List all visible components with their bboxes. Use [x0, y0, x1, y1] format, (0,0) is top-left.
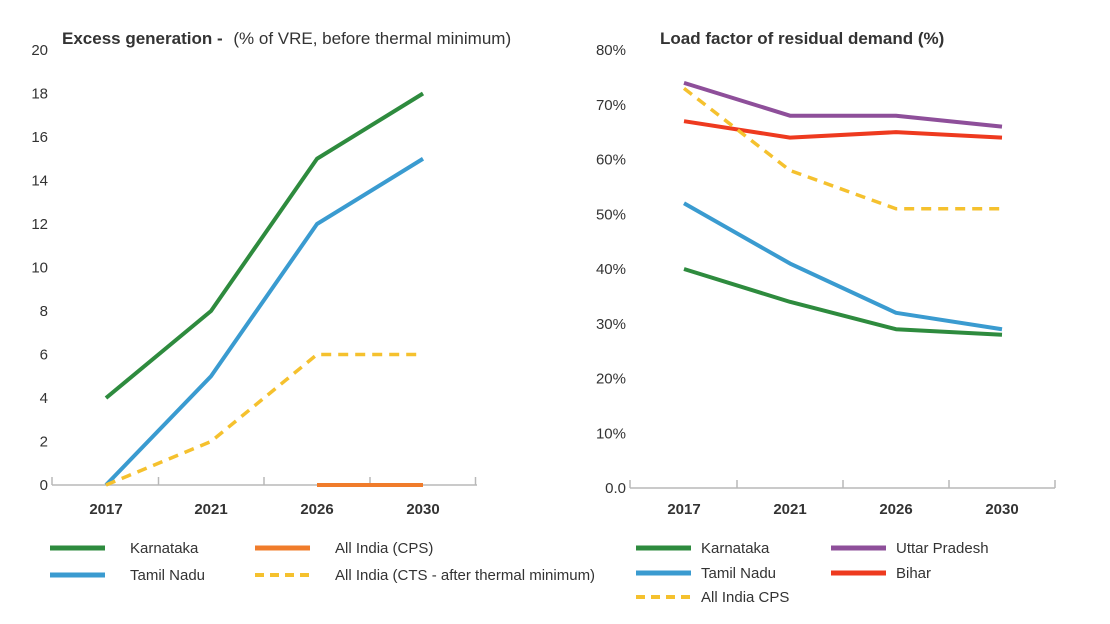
right-series-line-bihar — [683, 119, 1003, 140]
right-x-tick-label: 2021 — [773, 501, 806, 518]
left-y-tick-label: 14 — [31, 173, 48, 190]
right-x-tick-label: 2017 — [667, 501, 700, 518]
right-y-tick-label: 30% — [596, 316, 626, 333]
left-y-tick-label: 10 — [31, 260, 48, 277]
right-x-tick-label: 2030 — [985, 501, 1018, 518]
left-legend-label: Karnataka — [130, 540, 199, 557]
right-x-tick-label: 2026 — [879, 501, 912, 518]
left-y-tick-label: 18 — [31, 86, 48, 103]
right-y-tick-label: 50% — [596, 206, 626, 223]
right-chart-plot: 0.0 10% 20% 30% 40% 50% 60% 70% 80% 2017 2021 2026 2… — [596, 42, 1056, 518]
left-y-tick-label: 20 — [31, 42, 48, 59]
right-series-line-uttar-pradesh — [683, 80, 1003, 129]
svg-text:Excess generation - (% o: Excess generation - (% of VRE, before th… — [62, 29, 511, 48]
left-chart-subtitle: (% of VRE, before thermal minimum) — [233, 29, 511, 48]
right-legend-label: Karnataka — [701, 540, 770, 557]
right-y-tick-label: 40% — [596, 261, 626, 278]
left-y-tick-label: 4 — [40, 390, 48, 407]
left-x-tick-label: 2026 — [300, 501, 333, 518]
left-chart-plot: 0 2 4 6 8 10 12 14 16 18 20 2017 2021 2026 2030 — [31, 42, 477, 518]
left-legend-label: Tamil Nadu — [130, 567, 205, 584]
right-legend-label: Uttar Pradesh — [896, 540, 989, 557]
right-legend-label: Tamil Nadu — [701, 565, 776, 582]
right-chart-title: Load factor of residual demand (%) — [660, 29, 944, 48]
right-series-line-all-india-cps — [682, 86, 1002, 211]
left-chart-legend: Karnataka Tamil Nadu All India (CPS) All In… — [50, 540, 595, 584]
right-y-tick-label: 0.0 — [605, 480, 626, 497]
right-y-tick-label: 70% — [596, 97, 626, 114]
right-series-line-karnataka — [683, 267, 1003, 337]
right-series-line-tamil-nadu — [683, 201, 1003, 332]
left-y-tick-label: 8 — [40, 303, 48, 320]
right-legend-label: All India CPS — [701, 589, 789, 606]
left-y-tick-label: 12 — [31, 216, 48, 233]
left-y-tick-label: 16 — [31, 129, 48, 146]
right-legend-label: Bihar — [896, 565, 931, 582]
right-y-tick-label: 20% — [596, 371, 626, 388]
left-y-tick-label: 6 — [40, 347, 48, 364]
left-y-tick-label: 2 — [40, 434, 48, 451]
left-legend-label: All India (CPS) — [335, 540, 433, 557]
left-legend-label: All India (CTS - after thermal minimum) — [335, 567, 595, 584]
right-y-tick-label: 60% — [596, 152, 626, 169]
left-y-tick-label: 0 — [40, 477, 48, 494]
left-chart-title: Excess generation - — [62, 29, 223, 48]
left-series-line-karnataka — [104, 91, 425, 400]
right-chart-legend: Karnataka Tamil Nadu Uttar Pradesh Bihar All… — [636, 540, 989, 606]
left-x-tick-label: 2021 — [194, 501, 227, 518]
left-x-tick-label: 2017 — [89, 501, 122, 518]
left-series-line-all-india-cts-after-thermal-minimum — [105, 352, 423, 487]
left-series-line-tamil-nadu — [104, 157, 425, 487]
right-y-tick-label: 10% — [596, 425, 626, 442]
left-x-tick-label: 2030 — [406, 501, 439, 518]
right-y-tick-label: 80% — [596, 42, 626, 59]
